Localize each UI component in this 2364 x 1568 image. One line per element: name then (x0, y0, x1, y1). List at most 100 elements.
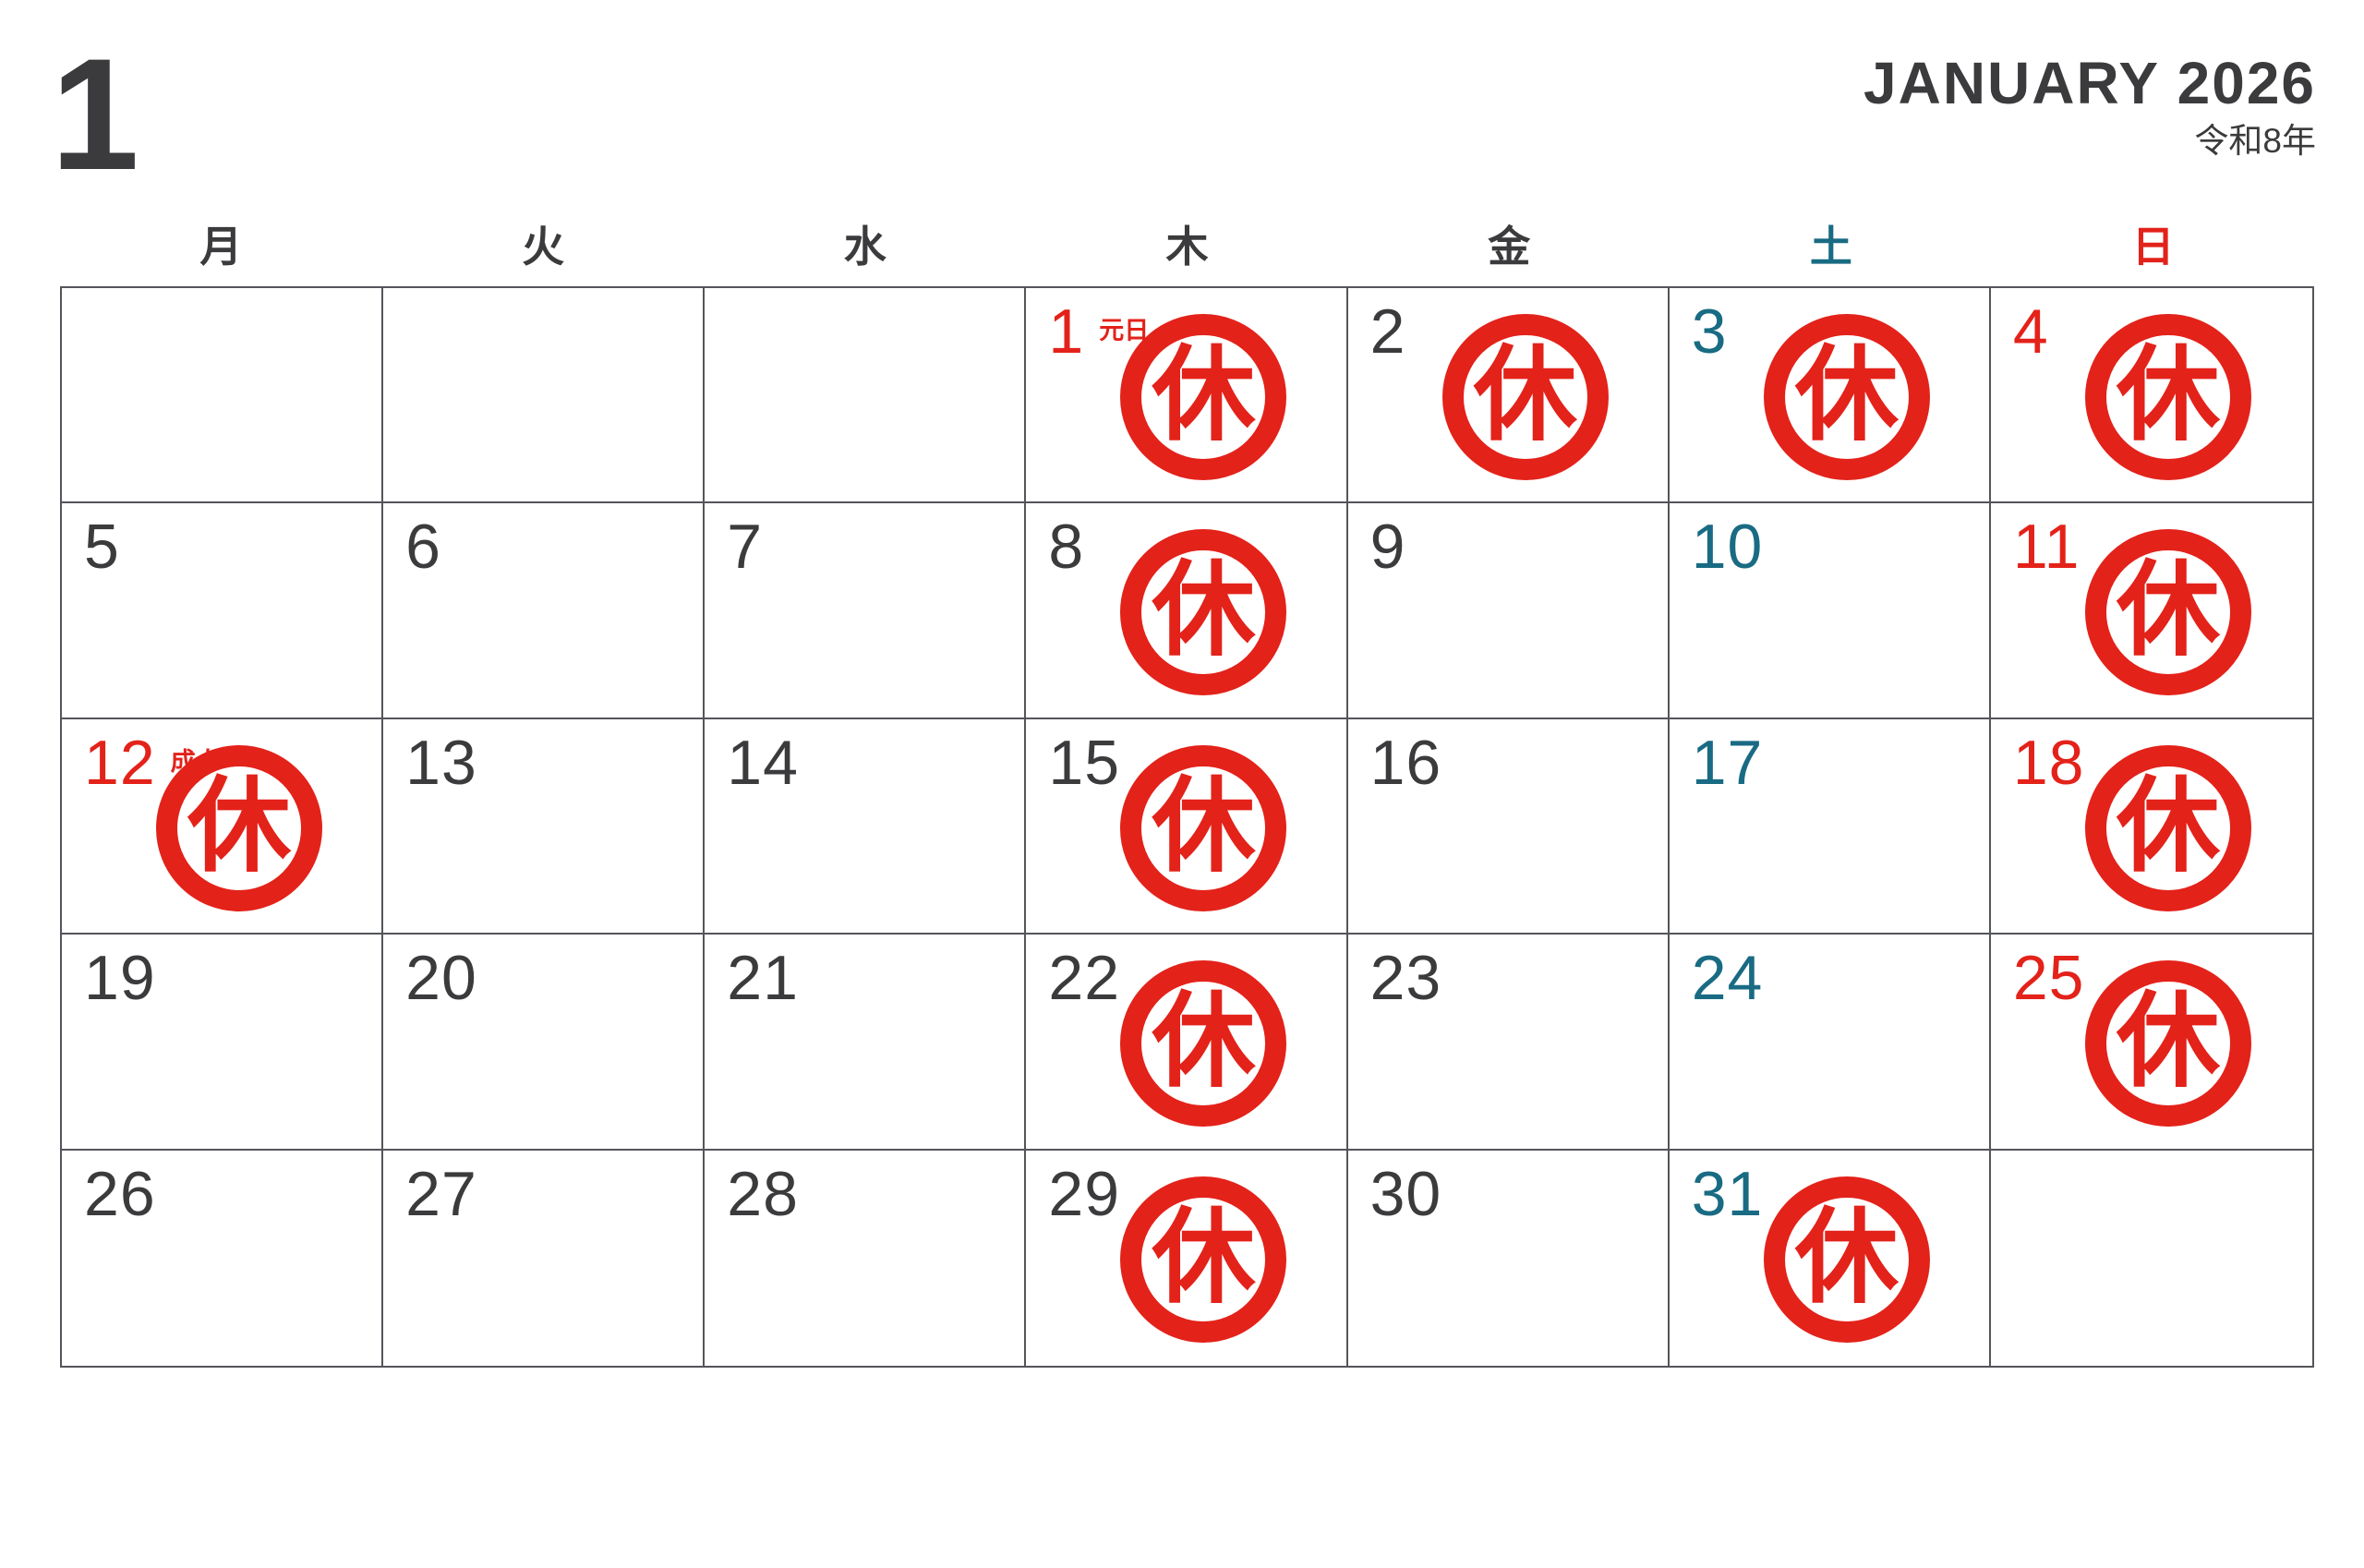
day-cell-7: 7 (705, 503, 1027, 719)
day-cell-14: 14 (705, 718, 1027, 935)
closed-day-character: 休 (187, 767, 291, 884)
day-number: 3 (1691, 296, 1728, 367)
day-number: 27 (405, 1158, 477, 1229)
day-number: 9 (1369, 512, 1406, 583)
day-cell-27: 27 (383, 1150, 706, 1366)
day-cell-25: 25 休 (1990, 935, 2312, 1151)
day-cell-20: 20 (383, 935, 706, 1151)
closed-day-character: 休 (1473, 337, 1577, 452)
closed-day-stamp: 休 (1120, 529, 1287, 696)
day-cell-15: 15 休 (1026, 718, 1348, 935)
day-number: 24 (1691, 943, 1764, 1014)
day-cell-30: 30 (1348, 1150, 1670, 1366)
closed-day-character: 休 (2116, 552, 2220, 669)
weekday-label-3: 木 (1165, 223, 1209, 271)
closed-day-character: 休 (2116, 337, 2220, 452)
closed-day-stamp: 休 (1763, 314, 1930, 480)
day-cell-26: 26 (62, 1150, 384, 1366)
day-number: 22 (1048, 943, 1121, 1014)
day-cell-empty (1991, 1151, 2312, 1366)
day-number: 8 (1048, 512, 1085, 583)
day-cell-9: 9 (1347, 503, 1670, 719)
day-cell-23: 23 (1347, 935, 1670, 1151)
day-number: 10 (1691, 512, 1764, 583)
weekday-row: 月火水木金土日 (60, 222, 2314, 272)
day-cell-12: 12成人の日休 (62, 718, 384, 935)
closed-day-character: 休 (2116, 983, 2220, 1100)
weekday-label-5: 土 (1809, 223, 1852, 271)
weekday-label-0: 月 (199, 223, 243, 271)
closed-day-stamp: 休 (1120, 314, 1287, 480)
day-number: 19 (84, 943, 156, 1014)
day-number: 15 (1048, 727, 1121, 798)
day-cell-17: 17 (1669, 718, 1991, 935)
month-title: JANUARY 2026 (1863, 50, 2316, 116)
closed-day-stamp: 休 (1120, 960, 1287, 1128)
day-cell-empty (705, 288, 1027, 504)
day-number: 28 (727, 1158, 799, 1229)
closed-day-stamp: 休 (2084, 529, 2251, 696)
day-cell-6: 6 (383, 503, 706, 719)
closed-day-character: 休 (1152, 552, 1256, 669)
closed-day-character: 休 (1152, 983, 1256, 1100)
closed-day-character: 休 (1152, 337, 1256, 452)
header-right: JANUARY 2026 令和8年 (1863, 54, 2316, 158)
closed-day-character: 休 (1152, 767, 1256, 884)
day-number: 18 (2012, 727, 2085, 798)
closed-day-character: 休 (1794, 337, 1899, 452)
day-number: 4 (2012, 296, 2049, 367)
day-number: 25 (2012, 943, 2085, 1014)
day-number: 30 (1369, 1158, 1442, 1229)
day-number: 12 (84, 727, 156, 798)
weekday-label-1: 火 (522, 223, 565, 271)
month-number: 1 (51, 26, 139, 203)
day-cell-19: 19 (62, 935, 384, 1151)
day-number: 2 (1369, 296, 1406, 367)
weekday-label-2: 水 (843, 223, 886, 271)
day-number: 23 (1369, 943, 1442, 1014)
weekday-label-6: 日 (2131, 223, 2175, 271)
day-cell-22: 22 休 (1026, 935, 1348, 1151)
closed-day-character: 休 (1152, 1199, 1256, 1315)
day-cell-empty (383, 288, 706, 504)
closed-day-stamp: 休 (2084, 960, 2251, 1128)
day-cell-11: 11 休 (1990, 503, 2312, 719)
day-number: 13 (405, 727, 477, 798)
closed-day-character: 休 (2116, 767, 2220, 884)
day-number: 7 (727, 512, 764, 583)
day-number: 26 (84, 1158, 156, 1229)
day-cell-31: 31 休 (1670, 1150, 1991, 1366)
day-number: 21 (727, 943, 799, 1014)
day-number: 29 (1048, 1158, 1121, 1229)
day-number: 1 (1048, 296, 1085, 367)
day-number: 11 (2012, 512, 2081, 583)
closed-day-stamp: 休 (1441, 314, 1609, 480)
holiday-name-label: 元日 (1099, 317, 1150, 344)
closed-day-stamp: 休 (1120, 1176, 1287, 1343)
closed-day-stamp: 休 (1120, 744, 1287, 911)
day-cell-16: 16 (1347, 718, 1670, 935)
day-number: 16 (1369, 727, 1442, 798)
day-cell-empty (62, 288, 384, 504)
day-number: 14 (727, 727, 799, 798)
day-number: 5 (84, 512, 120, 583)
closed-day-stamp: 休 (156, 744, 322, 911)
day-cell-1: 1 元日休 (1026, 288, 1348, 504)
day-cell-10: 10 (1669, 503, 1991, 719)
closed-day-stamp: 休 (2084, 744, 2251, 911)
day-number: 17 (1691, 727, 1764, 798)
closed-day-stamp: 休 (2084, 314, 2251, 480)
day-number: 20 (405, 943, 477, 1014)
day-cell-5: 5 (62, 503, 384, 719)
day-cell-18: 18 休 (1990, 719, 2312, 935)
day-cell-28: 28 (705, 1150, 1027, 1366)
day-number: 6 (405, 512, 441, 583)
calendar-grid: 1元日休2休3休4休5678休91011休12成人の日休131415休16171… (60, 286, 2314, 1368)
closed-day-stamp: 休 (1763, 1176, 1930, 1343)
day-cell-24: 24 (1669, 935, 1991, 1151)
